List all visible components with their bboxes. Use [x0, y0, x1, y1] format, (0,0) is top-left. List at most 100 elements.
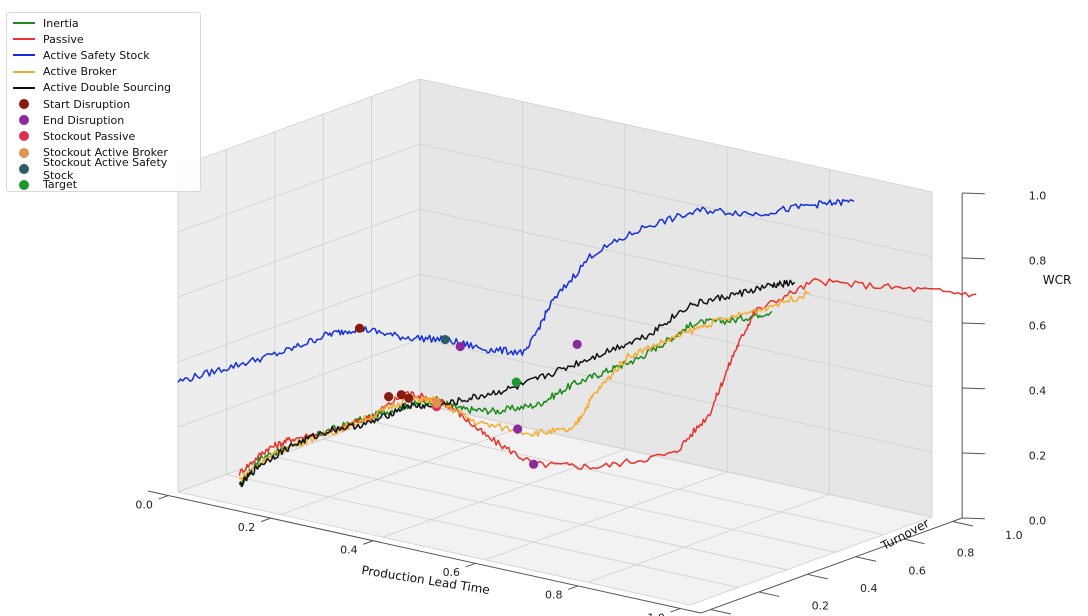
y-tick-label: 0.4	[860, 582, 878, 595]
x-tick-label: 0.6	[443, 566, 461, 579]
legend-label: Active Broker	[43, 65, 117, 79]
legend-entry: Active Double Sourcing	[13, 80, 200, 96]
chart-markers	[354, 323, 582, 469]
marker-point-0	[396, 390, 406, 400]
legend-label: Active Double Sourcing	[43, 81, 172, 95]
legend-marker-swatch	[13, 179, 35, 191]
legend-marker-swatch	[13, 98, 35, 110]
z-tick	[962, 192, 985, 195]
marker-point-1	[455, 341, 465, 352]
z-tick-label: 0.4	[1029, 385, 1047, 398]
legend-entry: Inertia	[13, 15, 200, 31]
grid-line	[177, 78, 933, 193]
legend-label: Stockout Active Safety Stock	[43, 155, 168, 182]
legend-marker-swatch	[13, 114, 35, 126]
legend-label: Active Safety Stock	[43, 48, 150, 62]
z-tick	[962, 517, 985, 520]
legend-label: Inertia	[43, 16, 79, 30]
x-tick	[465, 562, 476, 568]
legend-marker-swatch	[13, 147, 35, 159]
marker-point-3	[432, 398, 442, 408]
legend-line-swatch	[13, 82, 35, 94]
y-tick	[807, 573, 828, 580]
marker-point-1	[513, 424, 523, 434]
x-tick-label: 0.2	[238, 521, 256, 534]
z-axis-label: WCR	[1043, 273, 1072, 287]
y-tick	[952, 521, 974, 527]
x-tick	[158, 495, 169, 500]
series-line-4	[238, 279, 796, 488]
legend-entry: Start Disruption	[13, 96, 200, 112]
legend-entry: Stockout Active Broker	[13, 145, 200, 161]
legend-label: Start Disruption	[43, 97, 131, 111]
y-tick-label: 0.6	[908, 564, 926, 577]
grid-line	[322, 114, 836, 553]
legend-entry: Passive	[13, 31, 200, 47]
chart-panes	[178, 79, 932, 605]
legend-line-swatch	[13, 49, 35, 61]
y-tick	[903, 538, 925, 545]
z-tick	[962, 387, 985, 390]
marker-point-1	[529, 459, 539, 469]
legend-line-swatch	[13, 33, 35, 45]
z-tick-label: 1.0	[1029, 190, 1047, 203]
chart-legend: Inertia Passive Active Safety Stock Active …	[6, 12, 201, 192]
x-tick	[568, 585, 579, 590]
legend-entry: Stockout Active Safety Stock	[13, 156, 200, 182]
x-tick	[363, 540, 374, 545]
marker-point-0	[404, 393, 414, 403]
x-tick	[670, 608, 681, 613]
legend-entry: End Disruption	[13, 112, 200, 128]
legend-entry: Active Safety Stock	[13, 47, 200, 63]
legend-entry: Target	[13, 177, 200, 193]
series-line-0	[238, 310, 773, 488]
legend-entry: Stockout Passive	[13, 128, 200, 144]
series-line-2	[177, 198, 855, 383]
grid-line	[274, 131, 787, 571]
pane-back	[420, 79, 932, 517]
y-tick	[710, 609, 732, 615]
marker-point-0	[384, 392, 394, 402]
z-tick-label: 0.8	[1029, 255, 1047, 268]
z-tick	[962, 452, 985, 455]
marker-point-4	[440, 334, 450, 345]
legend-label: Passive	[43, 32, 84, 46]
x-tick	[260, 517, 271, 523]
chart-series	[177, 198, 977, 488]
y-axis-line	[700, 517, 963, 614]
z-tick-label: 0.2	[1029, 450, 1047, 463]
legend-label: Stockout Passive	[43, 129, 136, 143]
y-tick	[855, 556, 877, 562]
y-tick-label: 0.2	[812, 599, 830, 612]
legend-marker-swatch	[13, 130, 35, 142]
x-axis-line	[147, 490, 701, 614]
pane-floor	[178, 404, 932, 605]
chart-axes	[147, 193, 963, 614]
legend-label: Target	[43, 178, 78, 192]
x-axis-label: Production Lead Time	[360, 563, 490, 597]
pane-left	[178, 79, 420, 492]
x-tick-label: 0.0	[135, 498, 153, 511]
marker-point-1	[572, 339, 582, 349]
chart-ticks: 0.00.20.40.60.81.00.00.20.40.60.81.00.00…	[135, 190, 1046, 616]
marker-point-5	[511, 377, 521, 387]
z-tick	[962, 257, 985, 260]
y-tick-label: 0.8	[957, 547, 975, 560]
z-tick	[962, 322, 985, 325]
legend-marker-swatch	[13, 163, 35, 175]
x-tick-label: 1.0	[647, 611, 665, 616]
legend-line-swatch	[13, 17, 35, 29]
z-tick-label: 0.0	[1029, 515, 1047, 528]
grid-line	[225, 149, 739, 588]
y-tick-label: 1.0	[1005, 529, 1023, 542]
x-tick-label: 0.8	[545, 589, 563, 602]
z-tick-label: 0.6	[1029, 320, 1047, 333]
legend-line-swatch	[13, 66, 35, 78]
marker-point-0	[354, 323, 365, 333]
legend-entry: Active Broker	[13, 64, 200, 80]
legend-label: End Disruption	[43, 113, 125, 127]
legend-label: Stockout Active Broker	[43, 146, 168, 160]
chart-grid	[177, 78, 933, 606]
x-tick-label: 0.4	[340, 544, 358, 557]
